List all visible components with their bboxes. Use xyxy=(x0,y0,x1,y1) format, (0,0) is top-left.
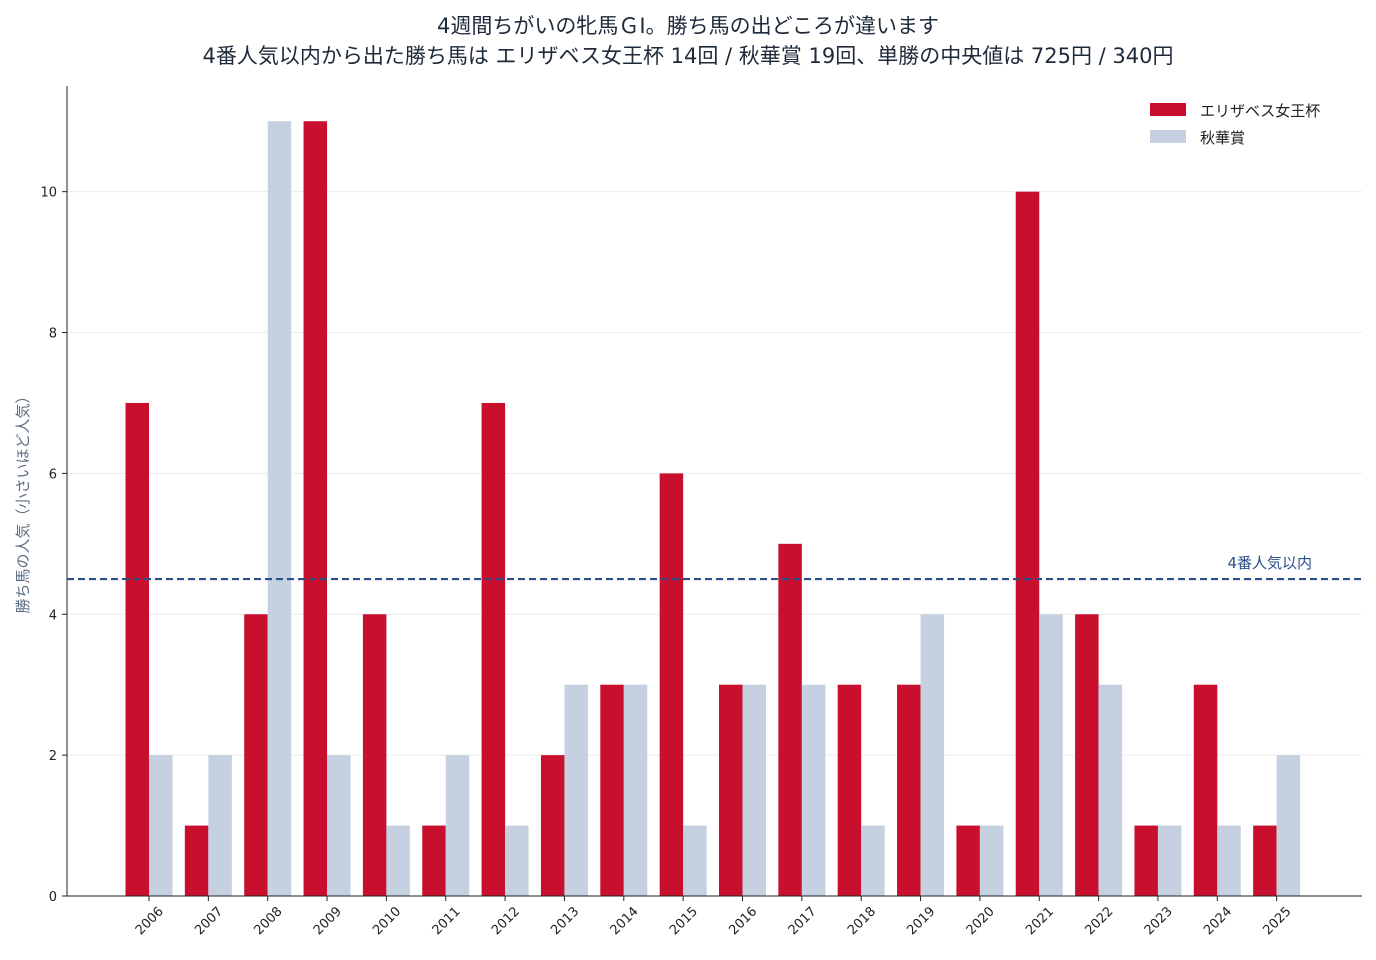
bar xyxy=(801,684,826,896)
chart-subtitle: 4番人気以内から出た勝ち馬は エリザベス女王杯 14回 / 秋華賞 19回、単勝… xyxy=(202,44,1174,68)
bar xyxy=(742,684,766,896)
bar xyxy=(1015,191,1040,897)
bar xyxy=(445,755,470,896)
y-tick-labels: 0 2 4 6 8 10 xyxy=(40,186,67,905)
y-axis-label: 勝ち馬の人気（小さいほど人気） xyxy=(14,388,32,613)
x-tick-label: 2017 xyxy=(786,904,820,938)
x-tick-label: 2014 xyxy=(608,904,642,938)
bar xyxy=(303,121,328,896)
bar xyxy=(861,825,885,896)
x-tick-label: 2018 xyxy=(845,904,879,938)
bar xyxy=(1134,825,1158,896)
x-tick-label: 2020 xyxy=(964,904,998,938)
x-tick-label: 2011 xyxy=(430,904,464,938)
bar xyxy=(837,684,862,896)
x-tick-label: 2019 xyxy=(904,904,938,938)
y-tick-label: 6 xyxy=(49,467,57,482)
chart-title: 4週間ちがいの牝馬ＧⅠ。勝ち馬の出どころが違います xyxy=(437,14,939,38)
bar xyxy=(1157,825,1182,896)
bar xyxy=(897,684,921,896)
bar xyxy=(267,121,292,896)
bar xyxy=(1276,755,1301,896)
y-tick-label: 4 xyxy=(49,608,57,623)
bar xyxy=(505,825,529,896)
bar xyxy=(683,825,707,896)
y-tick-label: 10 xyxy=(40,186,57,201)
bar xyxy=(1193,684,1218,896)
bar xyxy=(327,755,351,896)
bar xyxy=(564,684,588,896)
y-tick-label: 8 xyxy=(49,327,57,342)
x-tick-label: 2015 xyxy=(667,904,701,938)
legend-label: エリザベス女王杯 xyxy=(1200,102,1320,120)
reference-line-group: 4番人気以内 xyxy=(67,554,1362,581)
bar xyxy=(920,614,945,896)
x-tick-label: 2010 xyxy=(370,904,404,938)
bar xyxy=(600,684,624,896)
x-tick-label: 2013 xyxy=(548,904,582,938)
bar xyxy=(244,614,268,896)
bar xyxy=(778,543,802,896)
bar xyxy=(208,755,232,896)
axes xyxy=(66,86,1362,897)
x-tick-label: 2006 xyxy=(133,904,167,938)
x-tick-label: 2009 xyxy=(311,904,345,938)
x-tick-label: 2024 xyxy=(1201,904,1235,938)
bar xyxy=(481,402,506,896)
x-tick-label: 2021 xyxy=(1023,904,1057,938)
x-tick-labels: 2006 2007 2008 2009 2010 2011 2012 2013 2014 2015… xyxy=(133,896,1294,938)
legend-swatch xyxy=(1150,130,1186,143)
bar xyxy=(422,825,446,896)
x-tick-label: 2025 xyxy=(1260,904,1294,938)
x-tick-label: 2016 xyxy=(726,904,760,938)
bar xyxy=(149,755,173,896)
x-tick-label: 2007 xyxy=(192,904,226,938)
bar xyxy=(1098,684,1123,896)
x-tick-label: 2008 xyxy=(252,904,286,938)
bar xyxy=(540,755,565,896)
bar xyxy=(1253,825,1277,896)
y-tick-label: 2 xyxy=(49,749,57,764)
bar xyxy=(1039,614,1063,896)
bar xyxy=(623,684,648,896)
bar xyxy=(719,684,743,896)
legend-swatch xyxy=(1150,103,1186,116)
bar xyxy=(659,473,684,896)
reference-line-label: 4番人気以内 xyxy=(1227,554,1312,572)
bar xyxy=(979,825,1004,896)
bar xyxy=(956,825,980,896)
bar xyxy=(184,825,209,896)
legend-label: 秋華賞 xyxy=(1200,129,1245,147)
x-tick-label: 2012 xyxy=(489,904,523,938)
x-tick-label: 2022 xyxy=(1082,904,1116,938)
bar xyxy=(362,614,387,896)
bar xyxy=(125,402,149,896)
bar xyxy=(386,825,410,896)
bar xyxy=(1075,614,1099,896)
bars xyxy=(125,121,1301,897)
x-tick-label: 2023 xyxy=(1142,904,1176,938)
y-tick-label: 0 xyxy=(49,890,57,905)
bar xyxy=(1217,825,1241,896)
